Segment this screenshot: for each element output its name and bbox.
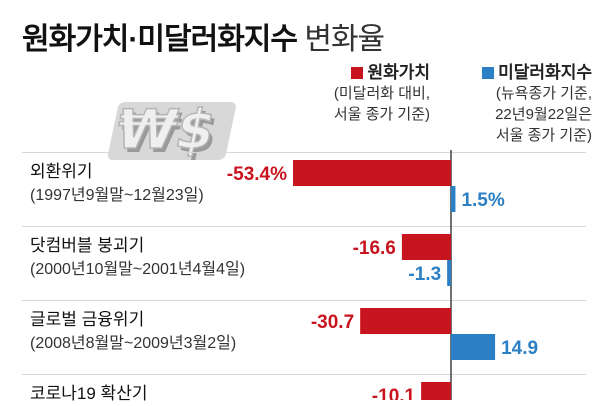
- chart-title: 원화가치·미달러화지수 변화율: [22, 14, 385, 58]
- category-period: (2000년10월말~2001년4월4일): [30, 261, 246, 278]
- bar-krw-2: [360, 308, 451, 334]
- category-label-2: 글로벌 금융위기 (2008년8월말~2009년3월2일): [30, 308, 236, 356]
- data-label-dxy-0: 1.5%: [461, 190, 504, 211]
- category-label-0: 외환위기 (1997년9월말~12월23일): [30, 160, 204, 208]
- row-divider: [22, 300, 586, 301]
- legend-dxy-label: 미달러화지수: [498, 63, 592, 82]
- legend-krw-note1: (미달러화 대비,: [333, 85, 430, 102]
- legend-dxy-note3: 서울 종가 기준): [495, 127, 592, 144]
- data-label-krw-1: -16.6: [353, 238, 396, 259]
- data-label-dxy-1: -1.3: [408, 264, 441, 285]
- legend-krw: 원화가치 (미달러화 대비, 서울 종가 기준): [300, 62, 430, 125]
- category-name: 글로벌 금융위기: [30, 310, 145, 329]
- bar-dxy-0: [451, 186, 456, 212]
- legend-dxy-swatch: [482, 67, 495, 79]
- data-label-krw-0: -53.4%: [227, 164, 287, 185]
- legend-dxy-note2: 22년9월22일은: [495, 106, 592, 123]
- category-name: 외환위기: [30, 162, 93, 181]
- row-divider: [22, 152, 586, 153]
- category-label-1: 닷컴버블 붕괴기 (2000년10월말~2001년4월4일): [30, 234, 245, 282]
- chart-title-suffix: 변화율: [304, 23, 385, 56]
- bar-krw-3: [421, 382, 451, 400]
- category-period: (2008년8월말~2009년3월2일): [30, 335, 237, 352]
- data-label-krw-3: -10.1: [372, 386, 416, 400]
- category-period: (1997년9월말~12월23일): [30, 187, 204, 204]
- legend-dxy: 미달러화지수 (뉴욕종가 기준, 22년9월22일은 서울 종가 기준): [448, 62, 592, 146]
- category-label-3: 코로나19 확산기: [30, 382, 147, 406]
- legend-krw-label: 원화가치: [367, 63, 430, 82]
- data-label-krw-2: -30.7: [311, 312, 354, 333]
- bar-krw-1: [401, 234, 451, 260]
- svg-text:₩$: ₩$: [111, 98, 222, 161]
- row-divider: [22, 374, 586, 375]
- bar-dxy-1: [447, 260, 451, 286]
- legend-krw-swatch: [351, 67, 364, 79]
- chart-title-main: 원화가치·미달러화지수: [22, 23, 298, 56]
- bar-krw-0: [293, 160, 451, 186]
- legend-krw-note2: 서울 종가 기준): [333, 106, 430, 123]
- legend-dxy-note1: (뉴욕종가 기준,: [495, 85, 592, 102]
- currency-badge-icon: ₩$ ₩$: [107, 97, 236, 165]
- bar-dxy-2: [451, 334, 496, 360]
- svg-text:₩$: ₩$: [114, 102, 225, 165]
- category-name: 코로나19 확산기: [30, 384, 148, 403]
- data-label-dxy-2: 14.9: [501, 338, 538, 359]
- category-name: 닷컴버블 붕괴기: [30, 236, 145, 255]
- row-divider: [22, 226, 586, 227]
